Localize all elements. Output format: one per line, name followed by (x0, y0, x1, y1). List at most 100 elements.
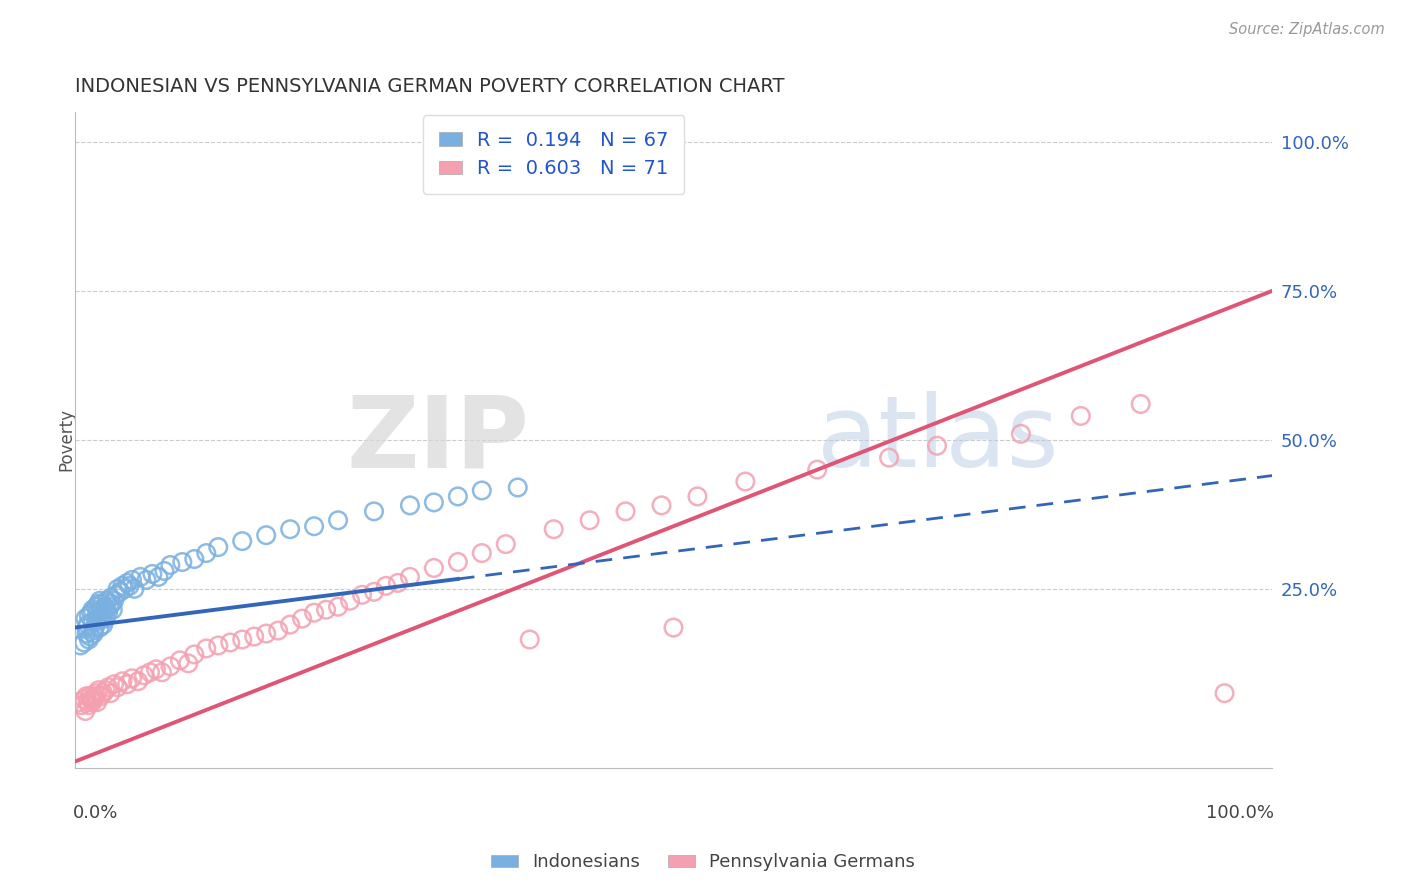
Point (87, 683, 110, 698)
Point (1129, 397, 1152, 411)
Point (94, 683, 117, 698)
Point (302, 606, 325, 620)
Point (91, 597, 114, 611)
Point (877, 450, 900, 465)
Point (127, 674, 149, 689)
Text: ZIP: ZIP (347, 392, 530, 488)
Point (139, 665, 162, 680)
Text: Source: ZipAtlas.com: Source: ZipAtlas.com (1229, 22, 1385, 37)
Point (76, 695, 98, 709)
Point (84, 615, 107, 629)
Point (89, 621, 111, 635)
Point (447, 490, 470, 504)
Point (114, 582, 136, 596)
Point (254, 528, 277, 542)
Point (77, 632, 100, 647)
Point (543, 522, 565, 536)
Point (121, 573, 143, 587)
Point (153, 564, 176, 578)
Point (83, 689, 105, 703)
Point (89, 594, 111, 608)
Point (82, 695, 104, 709)
Point (267, 624, 290, 638)
Point (86, 606, 108, 620)
Point (302, 519, 325, 533)
Text: 0.0%: 0.0% (73, 804, 118, 822)
Point (76, 626, 98, 640)
Point (231, 534, 253, 549)
Point (1213, 686, 1236, 700)
Point (91, 686, 114, 700)
Point (195, 641, 218, 656)
Point (614, 504, 637, 518)
Point (350, 588, 373, 602)
Point (207, 639, 229, 653)
Point (94, 612, 117, 626)
Point (107, 680, 129, 694)
Point (84, 686, 107, 700)
Point (80, 606, 103, 620)
Point (91, 617, 114, 632)
Point (79, 689, 101, 703)
Point (132, 668, 155, 682)
Point (100, 597, 122, 611)
Point (291, 612, 314, 626)
Point (243, 630, 266, 644)
Point (578, 513, 600, 527)
Point (100, 686, 122, 700)
Legend: R =  0.194   N = 67, R =  0.603   N = 71: R = 0.194 N = 67, R = 0.603 N = 71 (423, 115, 685, 194)
Point (315, 603, 337, 617)
Point (195, 546, 218, 560)
Point (121, 671, 143, 685)
Point (326, 599, 349, 614)
Point (107, 582, 129, 596)
Point (145, 662, 167, 676)
Point (129, 570, 152, 584)
Point (82, 603, 104, 617)
Point (96, 594, 118, 608)
Point (150, 665, 173, 680)
Point (75, 704, 97, 718)
Point (108, 584, 131, 599)
Point (77, 608, 100, 623)
Point (519, 632, 541, 647)
Point (447, 555, 470, 569)
Point (94, 603, 117, 617)
Legend: Indonesians, Pennsylvania Germans: Indonesians, Pennsylvania Germans (484, 847, 922, 879)
Point (169, 653, 191, 667)
Point (111, 579, 134, 593)
Point (76, 621, 98, 635)
Point (363, 504, 385, 518)
Point (219, 635, 242, 649)
Point (183, 552, 205, 566)
Point (423, 495, 446, 509)
Point (1070, 409, 1092, 423)
Point (471, 546, 494, 560)
Point (73, 635, 96, 649)
Point (471, 483, 494, 498)
Point (83, 621, 105, 635)
Point (90, 603, 112, 617)
Point (172, 555, 194, 569)
Point (423, 561, 446, 575)
Point (399, 570, 422, 584)
Point (91, 608, 114, 623)
Point (82, 615, 104, 629)
Point (734, 475, 756, 489)
Point (76, 689, 98, 703)
Point (159, 558, 181, 572)
Point (87, 597, 110, 611)
Point (650, 499, 672, 513)
Point (83, 624, 105, 638)
Point (87, 612, 110, 626)
Point (183, 648, 205, 662)
Point (278, 522, 301, 536)
Point (101, 603, 124, 617)
Point (70, 698, 93, 712)
Point (495, 537, 517, 551)
Point (90, 612, 112, 626)
Point (925, 439, 948, 453)
Point (506, 481, 529, 495)
Point (148, 570, 170, 584)
Point (363, 584, 385, 599)
